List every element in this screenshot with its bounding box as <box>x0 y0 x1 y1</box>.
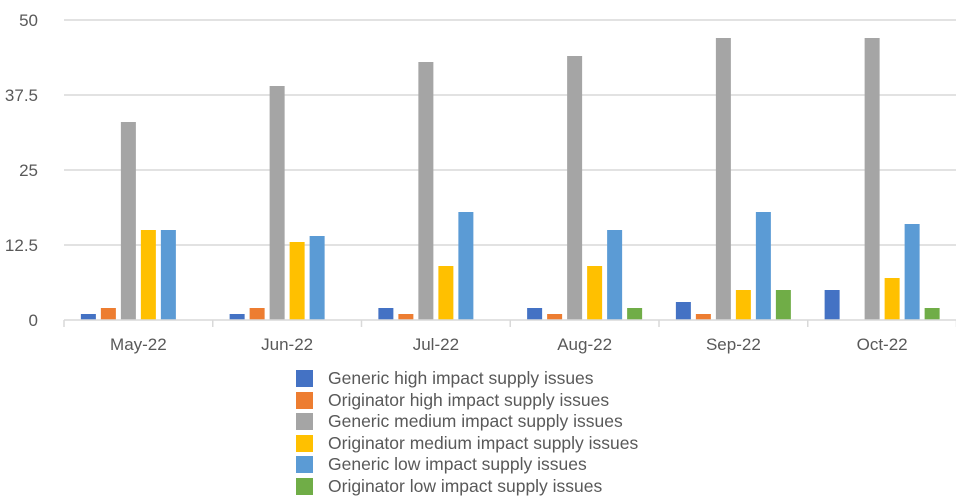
bar-aug-22-series-2 <box>547 314 563 320</box>
legend-label: Originator low impact supply issues <box>328 475 603 496</box>
legend-label: Originator high impact supply issues <box>328 389 610 410</box>
bar-oct-22-series-3 <box>864 38 880 320</box>
x-tick-label: Jun-22 <box>261 335 313 354</box>
x-tick-label: May-22 <box>110 335 167 354</box>
y-tick-label: 12.5 <box>5 236 38 255</box>
legend-item: Generic low impact supply issues <box>296 454 638 476</box>
legend-item: Originator low impact supply issues <box>296 476 638 498</box>
bar-aug-22-series-4 <box>587 266 603 320</box>
bar-jul-22-series-5 <box>458 212 474 320</box>
bars <box>80 38 940 320</box>
legend-item: Generic medium impact supply issues <box>296 411 638 433</box>
bar-aug-22-series-1 <box>527 308 543 320</box>
x-tick-label: Aug-22 <box>557 335 612 354</box>
bar-jul-22-series-2 <box>398 314 414 320</box>
bar-sep-22-series-2 <box>695 314 711 320</box>
x-tick-label: Sep-22 <box>706 335 761 354</box>
bar-jun-22-series-4 <box>289 242 305 320</box>
bar-aug-22-series-6 <box>627 308 643 320</box>
x-axis-tick-labels: May-22 Jun-22 Jul-22 Aug-22 Sep-22 Oct-22 <box>110 335 908 354</box>
bar-may-22-series-1 <box>80 314 96 320</box>
legend-swatch <box>296 391 313 409</box>
bar-aug-22-series-5 <box>607 230 623 320</box>
bar-sep-22-series-6 <box>775 290 791 320</box>
bar-jun-22-series-1 <box>229 314 245 320</box>
legend: Generic high impact supply issues Origina… <box>296 368 638 497</box>
bar-aug-22-series-3 <box>567 56 583 320</box>
legend-label: Generic medium impact supply issues <box>328 411 623 432</box>
bar-jun-22-series-3 <box>269 86 285 320</box>
bar-sep-22-series-1 <box>675 302 691 320</box>
legend-swatch <box>296 413 313 431</box>
legend-label: Generic high impact supply issues <box>328 368 594 389</box>
bar-jun-22-series-5 <box>309 236 325 320</box>
bar-may-22-series-4 <box>140 230 156 320</box>
y-tick-label: 37.5 <box>5 86 38 105</box>
legend-label: Originator medium impact supply issues <box>328 432 639 453</box>
bar-jun-22-series-2 <box>249 308 265 320</box>
x-axis <box>63 319 956 327</box>
bar-oct-22-series-5 <box>904 224 920 320</box>
bar-jul-22-series-1 <box>378 308 394 320</box>
legend-swatch <box>296 456 313 474</box>
bar-oct-22-series-1 <box>824 290 840 320</box>
y-tick-label: 50 <box>19 11 38 30</box>
bar-oct-22-series-4 <box>884 278 900 320</box>
bar-oct-22-series-6 <box>924 308 940 320</box>
bar-may-22-series-5 <box>160 230 176 320</box>
legend-swatch <box>296 370 313 388</box>
y-tick-label: 0 <box>29 311 38 330</box>
legend-label: Generic low impact supply issues <box>328 454 587 475</box>
bar-chart: 0 12.5 25 37.5 50 May-22 Jun-22 Jul-22 Aug-22 Se… <box>5 11 956 354</box>
x-tick-label: Jul-22 <box>413 335 459 354</box>
y-axis-tick-labels: 0 12.5 25 37.5 50 <box>5 11 38 330</box>
legend-swatch <box>296 434 313 452</box>
bar-jul-22-series-3 <box>418 62 434 320</box>
x-tick-label: Oct-22 <box>857 335 908 354</box>
bar-may-22-series-3 <box>120 122 136 320</box>
legend-item: Originator high impact supply issues <box>296 390 638 412</box>
legend-item: Originator medium impact supply issues <box>296 433 638 455</box>
bar-may-22-series-2 <box>100 308 116 320</box>
gridlines <box>64 19 956 246</box>
legend-swatch <box>296 477 313 495</box>
bar-sep-22-series-5 <box>755 212 771 320</box>
y-tick-label: 25 <box>19 161 38 180</box>
bar-sep-22-series-4 <box>735 290 751 320</box>
legend-item: Generic high impact supply issues <box>296 368 638 390</box>
bar-sep-22-series-3 <box>715 38 731 320</box>
bar-jul-22-series-4 <box>438 266 454 320</box>
